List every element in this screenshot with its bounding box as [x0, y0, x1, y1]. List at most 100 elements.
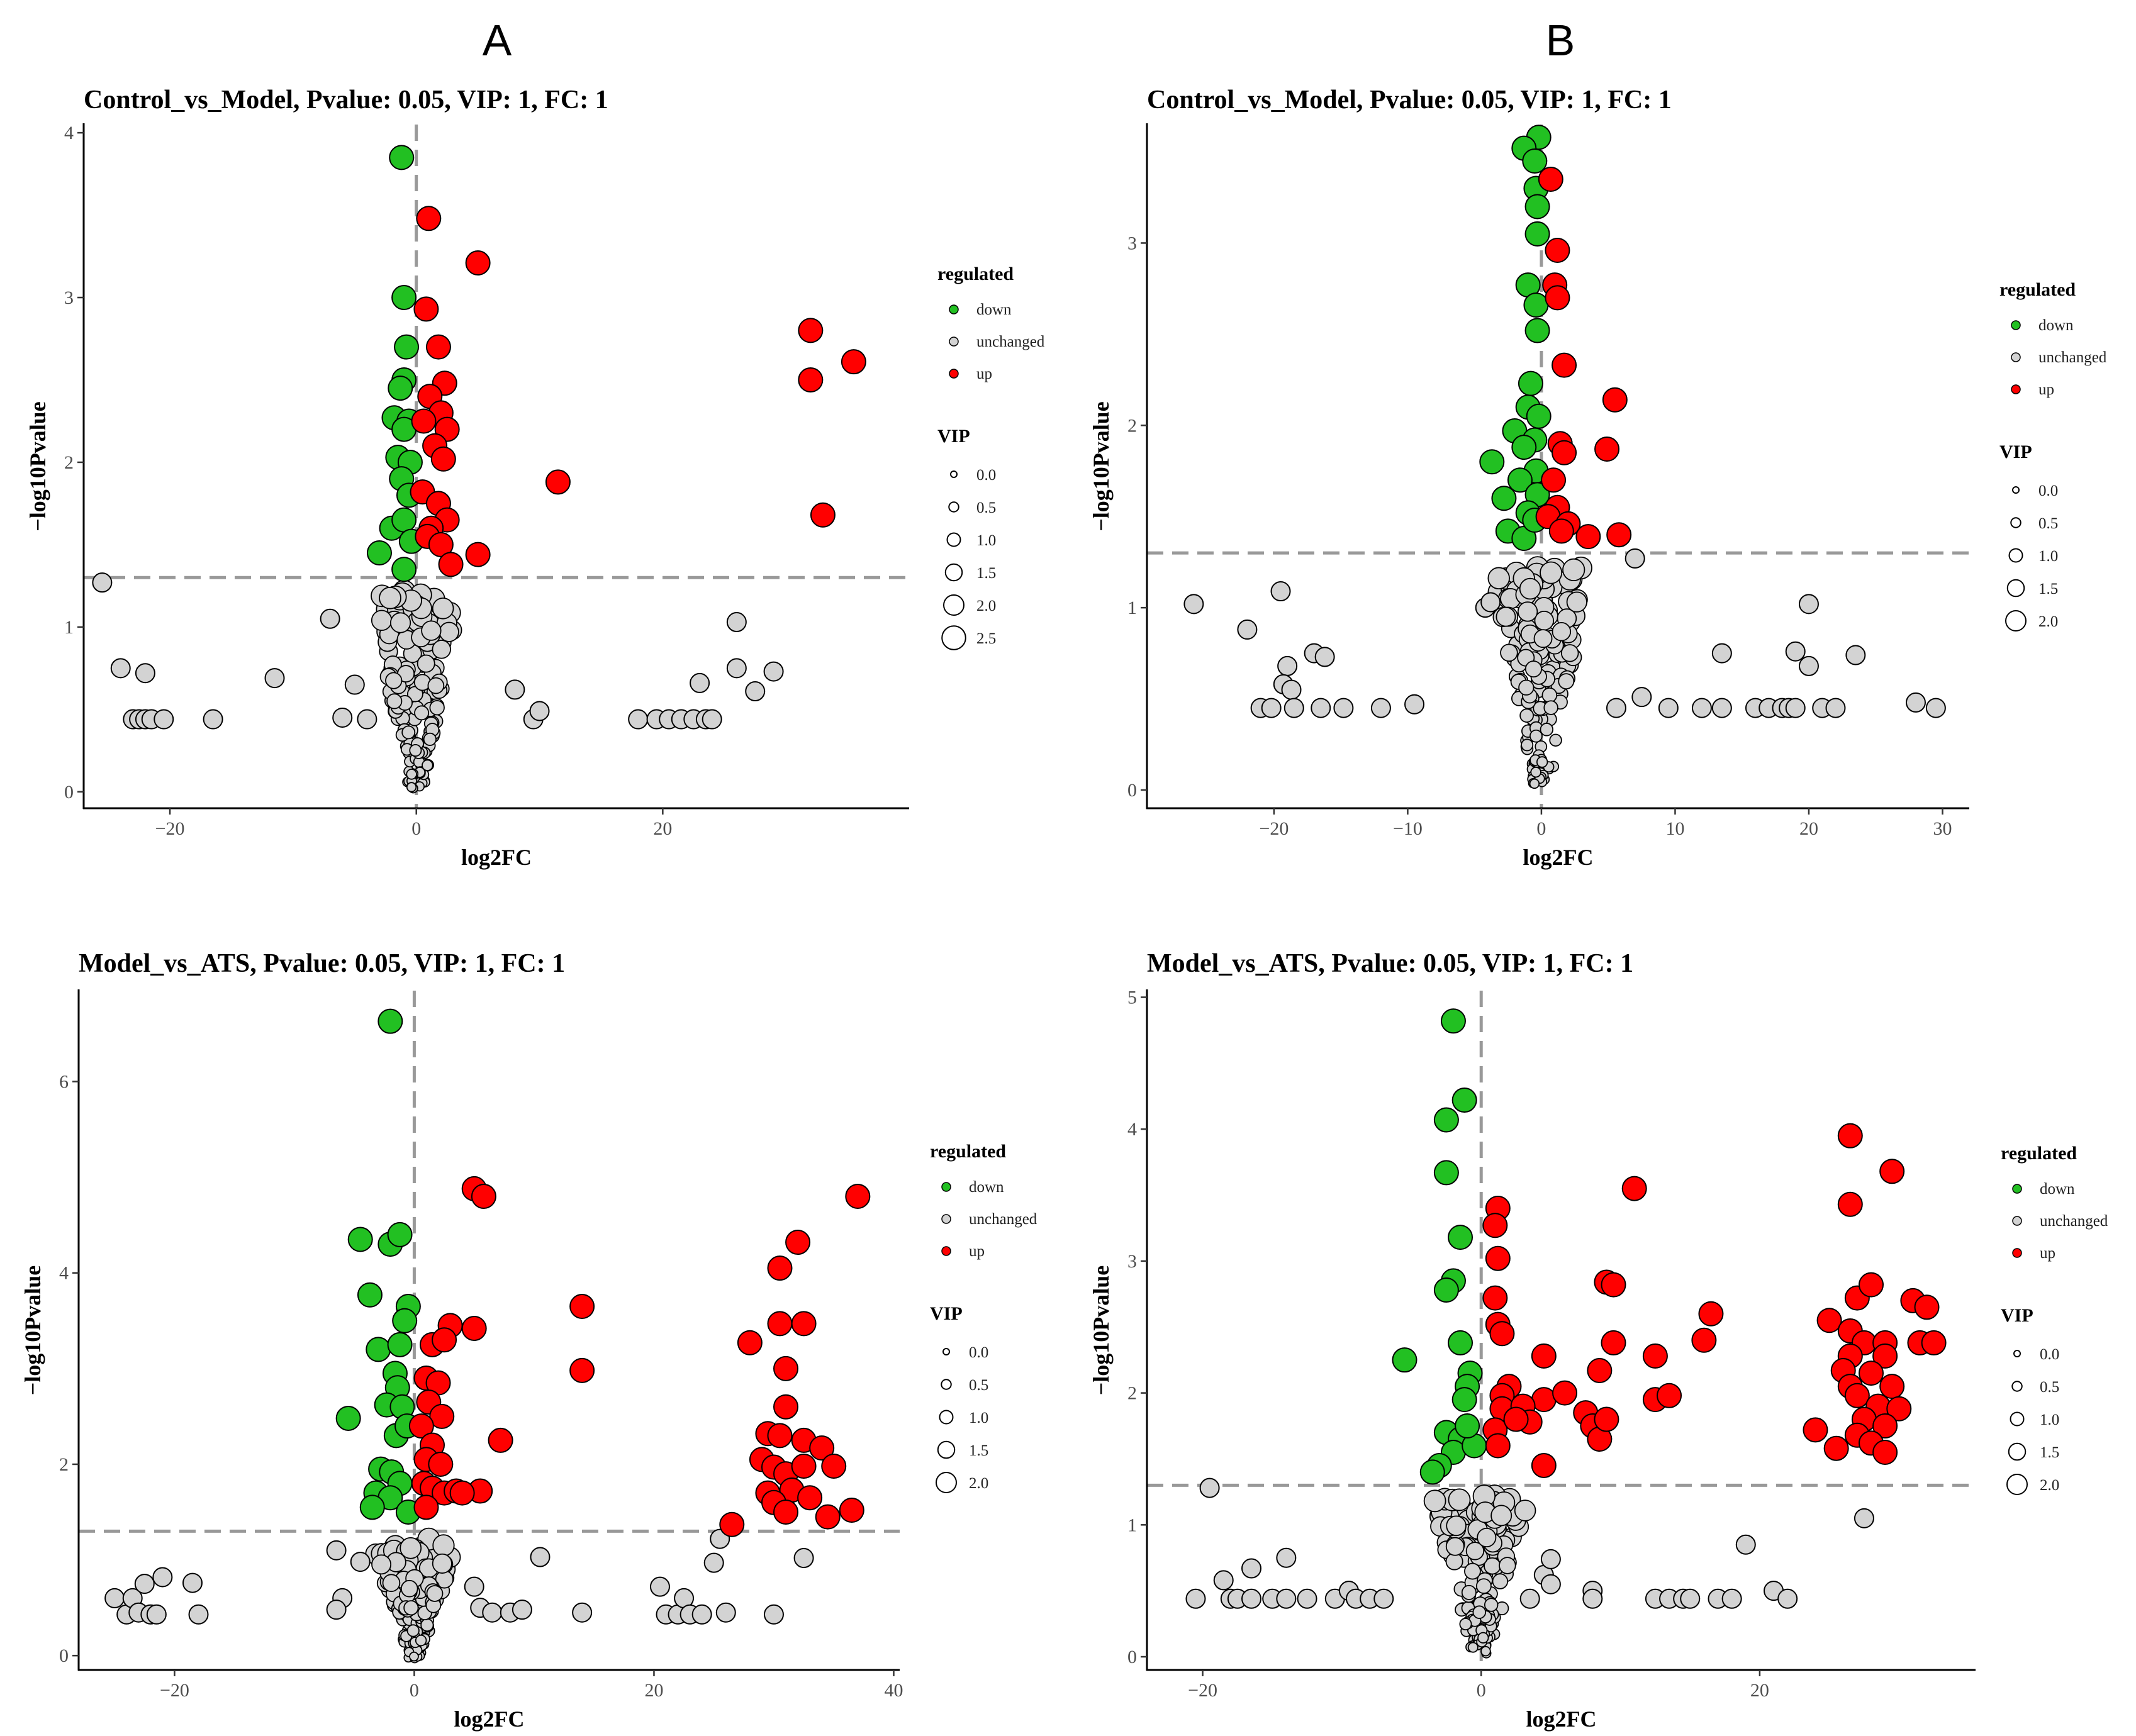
- up-point: [1531, 1452, 1557, 1478]
- unchanged-point: [386, 693, 403, 709]
- x-tick-label: −20: [160, 1680, 189, 1701]
- x-tick-label: −20: [155, 818, 185, 839]
- unchanged-point: [1519, 577, 1541, 600]
- down-point: [357, 1282, 383, 1308]
- unchanged-point: [154, 709, 174, 730]
- vip-legend-label: 2.5: [976, 630, 996, 647]
- unchanged-point: [1477, 1527, 1497, 1548]
- unchanged-point: [649, 1576, 670, 1597]
- down-point: [366, 1337, 391, 1362]
- down-point: [1451, 1387, 1477, 1413]
- down-point: [377, 1008, 403, 1034]
- unchanged-point: [505, 679, 525, 700]
- unchanged-point: [1711, 643, 1732, 664]
- up-point: [428, 1451, 454, 1477]
- up-point: [1621, 1176, 1647, 1201]
- vip-legend-key: [2010, 517, 2021, 528]
- down-point: [1448, 1330, 1473, 1355]
- up-point: [465, 542, 491, 567]
- up-point: [1594, 436, 1620, 462]
- up-point: [545, 469, 571, 495]
- unchanged-point: [1276, 1547, 1297, 1568]
- up-point: [767, 1423, 793, 1449]
- up-point: [773, 1394, 799, 1420]
- unchanged-point: [628, 709, 649, 730]
- unchanged-point: [400, 1579, 418, 1598]
- unchanged-point: [1475, 1578, 1492, 1594]
- unchanged-point: [763, 661, 784, 682]
- down-point: [1511, 435, 1537, 460]
- up-point: [1879, 1374, 1905, 1399]
- unchanged-point: [135, 663, 155, 684]
- down-point: [1433, 1277, 1459, 1303]
- up-point: [438, 552, 464, 577]
- unchanged-point: [1536, 756, 1548, 768]
- unchanged-point: [432, 597, 454, 620]
- unchanged-point: [1333, 698, 1354, 718]
- y-axis-label: −log10Pvalue: [25, 401, 50, 531]
- up-point: [408, 1413, 434, 1439]
- vip-legend-label: 0.0: [976, 467, 996, 484]
- unchanged-point: [1445, 1537, 1465, 1556]
- up-point: [1837, 1191, 1863, 1217]
- legend-label-down: down: [969, 1179, 1004, 1196]
- up-point: [1552, 440, 1577, 465]
- unchanged-point: [420, 1618, 434, 1632]
- unchanged-point: [1543, 700, 1558, 715]
- vip-legend-label: 2.0: [2038, 613, 2058, 630]
- y-tick-label: 5: [1127, 987, 1137, 1008]
- unchanged-point: [1500, 643, 1518, 662]
- down-point: [391, 557, 417, 582]
- unchanged-point: [1529, 729, 1543, 743]
- vip-legend-key: [2006, 579, 2025, 598]
- unchanged-point: [726, 658, 747, 679]
- x-tick-label: 30: [1933, 818, 1952, 839]
- unchanged-point: [1480, 1645, 1491, 1657]
- unchanged-point: [1521, 738, 1534, 752]
- up-point: [411, 408, 437, 434]
- unchanged-point: [1490, 1505, 1513, 1527]
- y-tick-label: 3: [1127, 233, 1137, 253]
- unchanged-point: [726, 612, 747, 633]
- unchanged-point: [1540, 561, 1563, 584]
- unchanged-point: [403, 1600, 419, 1616]
- unchanged-point: [1785, 698, 1806, 718]
- unchanged-point: [745, 681, 766, 702]
- x-tick-label: 20: [653, 818, 672, 839]
- unchanged-point: [529, 701, 550, 721]
- vip-legend-key: [936, 1472, 957, 1493]
- y-tick-label: 2: [1127, 1383, 1137, 1404]
- unchanged-cloud: [1487, 556, 1592, 789]
- up-point: [1545, 285, 1570, 311]
- down-point: [1448, 1225, 1473, 1250]
- up-point: [1489, 1321, 1515, 1347]
- unchanged-point: [1854, 1508, 1874, 1528]
- unchanged-point: [357, 709, 377, 730]
- legend: regulated down unchanged up VIP 0.0 0.5 1.0 1.5 2…: [1999, 279, 2107, 632]
- unchanged-point: [1281, 679, 1302, 700]
- unchanged-point: [326, 1600, 347, 1620]
- up-point: [569, 1293, 595, 1319]
- unchanged-point: [1237, 619, 1258, 640]
- up-point: [1548, 518, 1574, 544]
- unchanged-point: [1533, 629, 1553, 648]
- legend-key-down: [2012, 1184, 2022, 1194]
- up-point: [416, 206, 442, 231]
- unchanged-point: [1446, 1515, 1467, 1537]
- down-point: [391, 507, 417, 533]
- legend: regulated down unchanged up VIP 0.0 0.5 1.0 1.5 2…: [2001, 1143, 2108, 1495]
- vip-legend-key: [2005, 610, 2027, 632]
- unchanged-point: [1524, 660, 1542, 678]
- vip-legend-title: VIP: [930, 1303, 963, 1324]
- unchanged-point: [401, 725, 416, 740]
- unchanged-point: [1496, 606, 1516, 627]
- y-tick-label: 1: [64, 617, 74, 638]
- up-point: [773, 1355, 799, 1381]
- up-point: [449, 1480, 475, 1506]
- unchanged-point: [152, 1567, 173, 1588]
- up-point: [1552, 352, 1577, 378]
- legend-title: regulated: [2001, 1143, 2077, 1164]
- x-tick-label: −20: [1188, 1680, 1217, 1701]
- up-point: [430, 446, 456, 472]
- up-point: [1803, 1417, 1828, 1443]
